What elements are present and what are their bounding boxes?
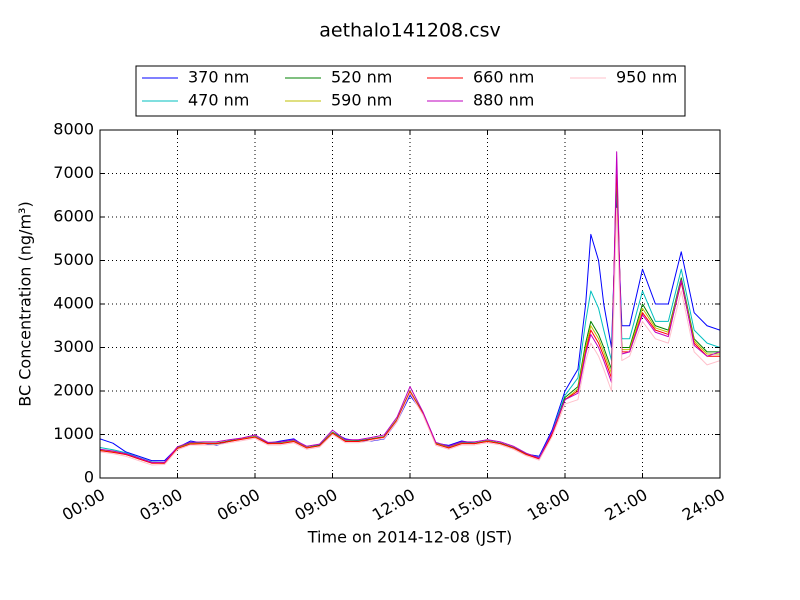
series-line [100, 207, 720, 466]
y-axis-label: BC Concentration (ng/m³) [16, 201, 35, 406]
legend-label: 950 nm [616, 68, 677, 87]
legend: 370 nm 470 nm 520 nm 590 nm 660 nm 880 nm 950 … [135, 65, 686, 117]
legend-label: 660 nm [473, 68, 534, 87]
y-tick-label: 5000 [53, 250, 94, 269]
legend-label: 470 nm [188, 91, 249, 110]
plot-area [100, 151, 720, 466]
y-tick-label: 8000 [53, 120, 94, 139]
y-tick-label: 4000 [53, 294, 94, 313]
chart-title: aethalo141208.csv [319, 20, 501, 42]
series-line [100, 151, 720, 463]
x-axis-label: Time on 2014-12-08 (JST) [307, 528, 512, 547]
y-tick-label: 0 [84, 468, 94, 487]
y-tick-label: 3000 [53, 337, 94, 356]
legend-label: 590 nm [331, 91, 392, 110]
y-tick-label: 6000 [53, 207, 94, 226]
legend-frame [135, 65, 686, 117]
legend-label: 520 nm [331, 68, 392, 87]
y-tick-label: 2000 [53, 381, 94, 400]
legend-label: 880 nm [473, 91, 534, 110]
legend-label: 370 nm [188, 68, 249, 87]
y-tick-label: 7000 [53, 163, 94, 182]
y-tick-label: 1000 [53, 424, 94, 443]
